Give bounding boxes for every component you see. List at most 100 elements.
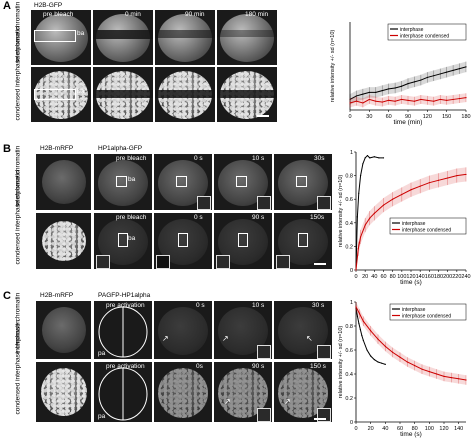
panel-b-time-r2c2: 0 s <box>194 214 203 221</box>
panel-b-stain1-label: H2B-mRFP <box>40 145 74 152</box>
x-tick-label: 100 <box>425 426 434 432</box>
data-point <box>439 73 441 75</box>
panel-c-time-r1c4: 30 s <box>312 302 325 309</box>
panel-a-stain-label: H2B-GFP <box>34 2 63 9</box>
data-point <box>433 100 435 102</box>
x-tick-label: 120 <box>439 426 448 432</box>
x-tick-label: 80 <box>390 274 396 280</box>
data-point <box>426 99 428 101</box>
data-point <box>361 335 363 337</box>
y-tick-label: 1 <box>350 300 353 306</box>
data-point <box>377 338 379 340</box>
panel-b-time-r2c1: pre bleach <box>116 214 147 221</box>
x-tick-label: 0 <box>354 274 357 280</box>
panel-c-time-r2c4: 150 s <box>310 363 326 370</box>
data-point <box>381 362 383 364</box>
panel-a-image-r1c3: 90 min <box>155 10 215 65</box>
legend-label: interphase condensed <box>402 228 451 234</box>
x-axis-label: time (s) <box>400 431 422 438</box>
panel-a-image-r1c1: pre bleach ba <box>31 10 91 65</box>
data-point <box>358 323 360 325</box>
data-point <box>373 156 375 158</box>
data-point <box>370 355 372 357</box>
data-point <box>382 157 385 159</box>
x-tick-label: 240 <box>461 274 470 280</box>
data-point <box>355 306 357 308</box>
data-point <box>359 175 362 177</box>
legend-label: interphase condensed <box>402 314 451 320</box>
data-point <box>458 378 460 380</box>
data-point <box>421 368 423 370</box>
y-axis-label: relative intensity +/- sd (n=10) <box>338 175 344 248</box>
panel-a-image-r2c1: ba <box>31 67 91 122</box>
panel-b-image-r1-h2b <box>36 154 91 210</box>
data-point <box>394 87 396 89</box>
x-tick-label: 60 <box>397 426 403 432</box>
panel-b-time-r1c1: pre bleach <box>116 155 147 162</box>
series-line-interphase-condensed <box>355 173 467 271</box>
data-point <box>362 102 364 104</box>
data-point <box>355 100 358 102</box>
data-point <box>369 217 371 219</box>
panel-c-pa-label: pa <box>98 350 106 357</box>
data-point <box>358 192 360 194</box>
data-point <box>450 377 452 379</box>
panel-c-image-r1-h2b <box>36 301 91 359</box>
data-point <box>400 98 403 101</box>
data-point <box>362 320 364 322</box>
data-point <box>428 182 430 184</box>
x-tick-label: 60 <box>386 114 392 120</box>
panel-b-image-r2c1: pre bleach ba <box>94 213 152 269</box>
data-point <box>370 330 372 332</box>
data-point <box>407 83 409 85</box>
y-tick-label: 0.2 <box>345 396 353 402</box>
data-point <box>388 88 390 90</box>
y-axis-label: relative intensity +/- sd (n=10) <box>330 30 336 103</box>
data-point <box>446 71 448 73</box>
data-point <box>359 236 362 238</box>
x-tick-label: 200 <box>443 274 452 280</box>
data-point <box>400 85 403 87</box>
data-point <box>375 91 377 93</box>
data-point <box>364 224 366 226</box>
data-point <box>384 363 386 365</box>
panel-c-stain1-label: H2B-mRFP <box>40 292 74 299</box>
panel-b-ba-label: ba <box>128 176 136 183</box>
panel-a-time-r1c1: pre bleach <box>43 11 74 18</box>
panel-letter-c: C <box>3 290 11 302</box>
y-tick-label: 0.4 <box>345 221 353 227</box>
legend-label: interphase <box>402 221 426 227</box>
data-point <box>364 157 366 159</box>
data-point <box>366 349 368 351</box>
panel-c-row2-label: condensed interphase chromatin <box>14 320 22 415</box>
panel-a-image-r1c2: 0 min <box>93 10 153 65</box>
data-point <box>349 102 351 104</box>
x-tick-label: 120 <box>406 274 415 280</box>
panel-c-image-r1c1: pre activation pa <box>94 301 152 359</box>
panel-a-image-r2c4 <box>217 67 277 122</box>
panel-b-image-r2c4: 150s <box>274 213 332 269</box>
data-point <box>355 269 357 271</box>
data-point <box>377 361 379 363</box>
data-point <box>381 101 383 103</box>
x-tick-label: 20 <box>368 426 374 432</box>
panel-c-image-r2c2: 0s <box>154 362 212 422</box>
panel-a-image-r1c4: 180 min <box>217 10 277 65</box>
panel-c-time-r1c1: pre activation <box>106 302 145 309</box>
data-point <box>447 177 449 179</box>
arrow-icon: ↗ <box>162 334 169 343</box>
data-point <box>356 315 359 317</box>
panel-a-time-r1c2: 0 min <box>125 11 141 18</box>
legend-box <box>389 217 467 235</box>
data-point <box>399 356 401 358</box>
data-point <box>436 373 438 375</box>
panel-c-pa-outline-2 <box>98 367 148 421</box>
data-point <box>394 100 396 102</box>
x-tick-label: 140 <box>416 274 425 280</box>
data-point <box>401 193 403 196</box>
panel-a-image-r2c2 <box>93 67 153 122</box>
data-point <box>458 68 461 70</box>
panel-c-image-r2-h2b <box>36 362 91 422</box>
